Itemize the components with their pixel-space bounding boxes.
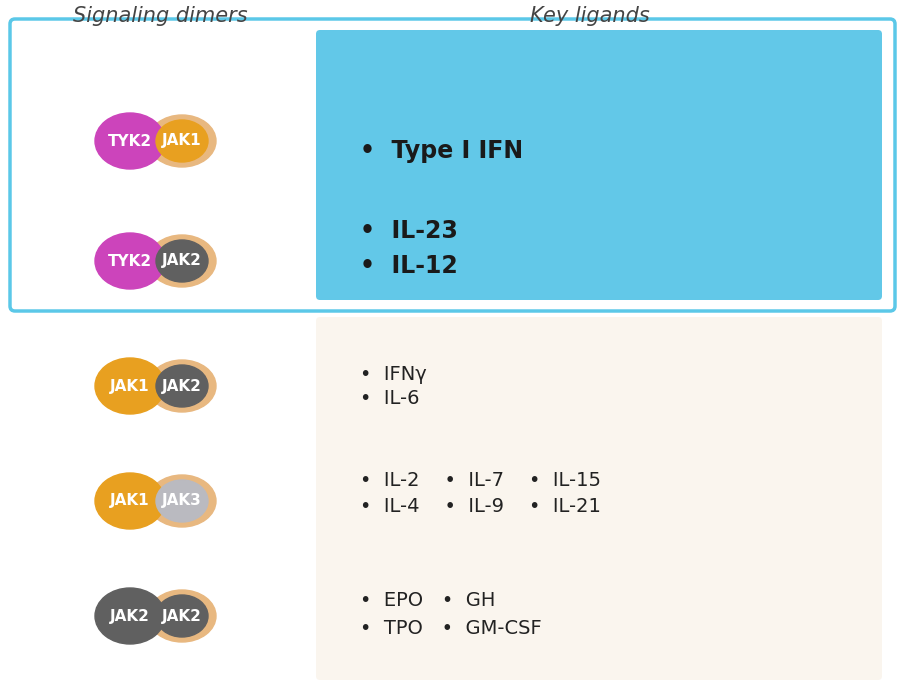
Ellipse shape — [156, 120, 208, 162]
Text: JAK1: JAK1 — [162, 134, 202, 148]
Ellipse shape — [95, 113, 165, 169]
Text: Signaling dimers: Signaling dimers — [73, 6, 248, 26]
Text: JAK3: JAK3 — [162, 493, 202, 509]
Ellipse shape — [95, 358, 165, 414]
Text: •  IL-4    •  IL-9    •  IL-21: • IL-4 • IL-9 • IL-21 — [360, 496, 601, 516]
Ellipse shape — [148, 475, 216, 527]
Ellipse shape — [156, 595, 208, 637]
Text: JAK2: JAK2 — [162, 379, 202, 393]
FancyBboxPatch shape — [316, 30, 882, 300]
Ellipse shape — [95, 233, 165, 289]
Ellipse shape — [95, 473, 165, 529]
Text: •  Type I IFN: • Type I IFN — [360, 139, 523, 163]
Ellipse shape — [148, 115, 216, 167]
Text: JAK2: JAK2 — [162, 253, 202, 269]
Text: JAK1: JAK1 — [110, 493, 150, 509]
Text: •  IL-2    •  IL-7    •  IL-15: • IL-2 • IL-7 • IL-15 — [360, 471, 601, 491]
Ellipse shape — [148, 590, 216, 642]
Text: TYK2: TYK2 — [108, 134, 152, 148]
Ellipse shape — [156, 480, 208, 522]
Text: •  EPO   •  GH: • EPO • GH — [360, 592, 495, 610]
Text: •  TPO   •  GM-CSF: • TPO • GM-CSF — [360, 619, 541, 638]
Text: TYK2: TYK2 — [108, 253, 152, 269]
FancyBboxPatch shape — [10, 19, 895, 311]
Text: •  IL-12: • IL-12 — [360, 254, 458, 278]
Ellipse shape — [148, 360, 216, 412]
Text: •  IL-23: • IL-23 — [360, 219, 458, 243]
Text: •  IL-6: • IL-6 — [360, 388, 420, 407]
Text: JAK2: JAK2 — [110, 608, 150, 624]
Text: JAK2: JAK2 — [162, 608, 202, 624]
Ellipse shape — [148, 235, 216, 287]
Ellipse shape — [156, 240, 208, 282]
FancyBboxPatch shape — [316, 317, 882, 680]
Text: Key ligands: Key ligands — [531, 6, 650, 26]
Ellipse shape — [95, 588, 165, 644]
Text: JAK1: JAK1 — [110, 379, 150, 393]
Text: •  IFNγ: • IFNγ — [360, 365, 427, 383]
Ellipse shape — [156, 365, 208, 407]
